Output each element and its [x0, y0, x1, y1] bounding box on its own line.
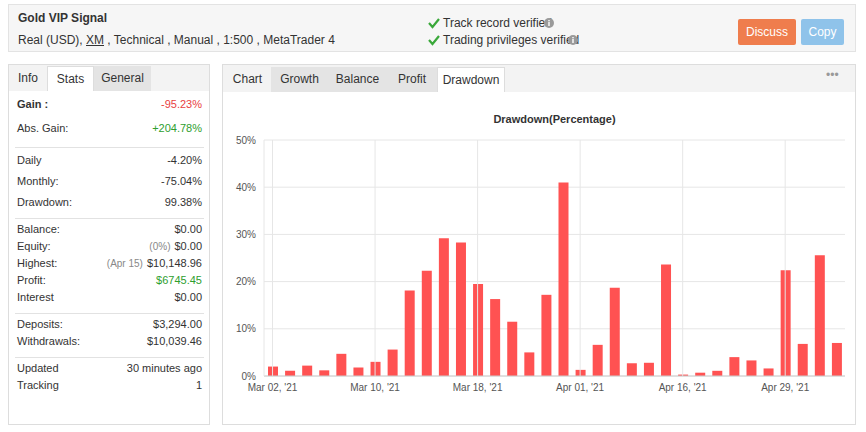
svg-text:Apr 29, '21: Apr 29, '21 [761, 382, 809, 393]
html-text:Monthly:: Monthly: [17, 175, 59, 187]
svg-text:Mar 18, '21: Mar 18, '21 [453, 382, 503, 393]
html-text:Drawdown: Drawdown [442, 73, 500, 87]
html-text:$6745.45: $6745.45 [156, 274, 202, 286]
svg-text:0%: 0% [242, 371, 257, 382]
svg-text:10%: 10% [236, 323, 256, 334]
html-text:Profit:: Profit: [17, 274, 46, 286]
html-text:Gain :: Gain : [17, 98, 49, 110]
html-text:Balance: Balance [335, 72, 380, 86]
svg-text:30%: 30% [236, 229, 256, 240]
html-text:Gold VIP Signal: Gold VIP Signal [18, 11, 108, 25]
html-text:(Apr 15) $10,148.96: (Apr 15) $10,148.96 [106, 257, 202, 269]
svg-text:Mar 02, '21: Mar 02, '21 [248, 382, 298, 393]
html-text:Copy: Copy [808, 25, 837, 39]
html-text:-75.04%: -75.04% [161, 175, 202, 187]
html-text:General: General [101, 71, 144, 85]
html-text:30 minutes ago: 30 minutes ago [126, 362, 202, 374]
html-text:Track record verified: Track record verified [443, 16, 552, 30]
html-text:$3,294.00: $3,294.00 [153, 318, 202, 330]
html-text:Drawdown(Percentage): Drawdown(Percentage) [493, 113, 616, 125]
html-text:Drawdown:: Drawdown: [17, 196, 72, 208]
html-text:Discuss: Discuss [746, 25, 788, 39]
svg-text:Mar 10, '21: Mar 10, '21 [350, 382, 400, 393]
html-text:Interest: Interest [17, 291, 54, 303]
html-text:Abs. Gain:: Abs. Gain: [17, 122, 69, 134]
html-text:Deposits:: Deposits: [17, 318, 63, 330]
svg-text:40%: 40% [236, 182, 256, 193]
svg-text:Apr 16, '21: Apr 16, '21 [659, 382, 707, 393]
svg-text:20%: 20% [236, 276, 256, 287]
html-text:$0.00: $0.00 [174, 223, 202, 235]
html-text:(0%) $0.00: (0%) $0.00 [149, 240, 202, 252]
html-text:99.38%: 99.38% [164, 196, 202, 208]
html-text:Profit: Profit [398, 72, 426, 86]
svg-text:50%: 50% [236, 135, 256, 146]
html-text:Trading privileges verified: Trading privileges verified [443, 33, 580, 47]
html-text:$10,039.46: $10,039.46 [146, 335, 202, 347]
html-text:1: 1 [195, 379, 202, 391]
svg-text:Apr 01, '21: Apr 01, '21 [556, 382, 604, 393]
html-text:Tracking: Tracking [17, 379, 59, 391]
html-text:Stats: Stats [56, 72, 85, 86]
html-text:Chart: Chart [232, 72, 263, 86]
html-text:$0.00: $0.00 [174, 291, 202, 303]
html-text:Balance:: Balance: [17, 223, 60, 235]
html-text:Growth: Growth [280, 72, 319, 86]
html-text:Info: Info [18, 71, 38, 85]
html-text:+204.78%: +204.78% [152, 122, 202, 134]
html-text:-95.23%: -95.23% [161, 98, 202, 110]
html-text:Highest:: Highest: [17, 257, 58, 269]
html-text:Updated: Updated [17, 362, 59, 374]
html-text:Equity:: Equity: [17, 240, 51, 252]
html-text:Withdrawals:: Withdrawals: [17, 335, 80, 347]
html-text:Real (USD), XM, Technical , Ma: Real (USD), XM, Technical , Manual , 1:5… [18, 33, 335, 47]
html-text:Daily: Daily [17, 154, 42, 166]
html-text:-4.20%: -4.20% [167, 154, 202, 166]
